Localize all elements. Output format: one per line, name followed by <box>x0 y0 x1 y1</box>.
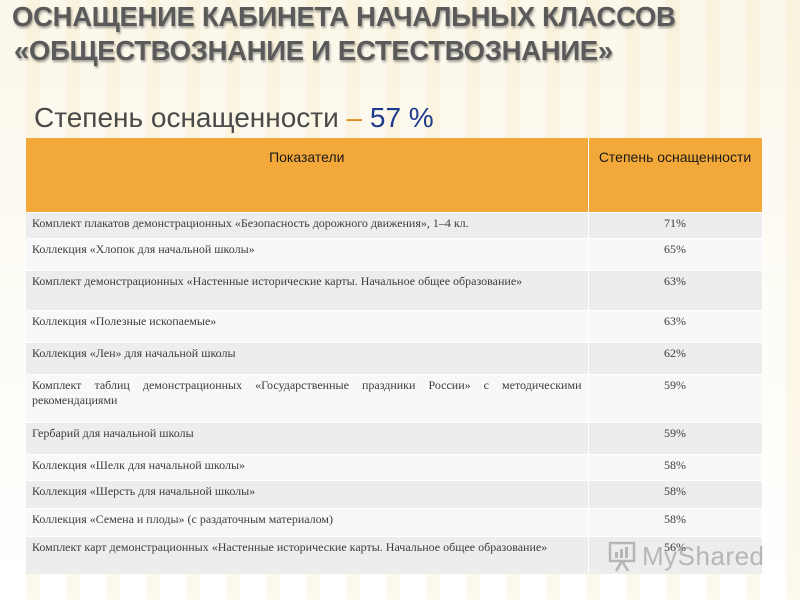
title-line-2: «обществознание и естествознание» <box>14 35 613 66</box>
equipment-table: Показатели Степень оснащенности Комплект… <box>26 138 762 574</box>
row-indicator: Коллекция «Хлопок для начальной школы» <box>26 238 589 271</box>
table-row: Комплект демонстрационных «Настенные ист… <box>26 270 762 311</box>
row-equipment-level: 58% <box>588 480 762 509</box>
equipment-level-label: Степень оснащенности <box>34 102 339 133</box>
row-equipment-level: 59% <box>588 374 762 423</box>
header-equipment-level: Степень оснащенности <box>588 138 762 213</box>
slide-title: Оснащение кабинета начальных классов «об… <box>12 0 792 68</box>
row-indicator: Коллекция «Полезные ископаемые» <box>26 310 589 343</box>
row-indicator: Коллекция «Шерсть для начальной школы» <box>26 480 589 509</box>
row-indicator: Комплект карт демонстрационных «Настенны… <box>26 536 589 574</box>
row-equipment-level: 71% <box>588 212 762 239</box>
equipment-level-heading: Степень оснащенности – 57 % <box>34 100 434 136</box>
watermark-text: MyShared <box>642 540 765 571</box>
table-row: Комплект таблиц демонстрационных «Госуда… <box>26 374 762 423</box>
equipment-level-dash: – <box>346 102 363 133</box>
row-indicator: Коллекция «Лен» для начальной школы <box>26 342 589 375</box>
row-indicator: Комплект демонстрационных «Настенные ист… <box>26 270 589 311</box>
row-indicator: Гербарий для начальной школы <box>26 422 589 455</box>
row-equipment-level: 59% <box>588 422 762 455</box>
row-indicator: Комплект плакатов демонстрационных «Безо… <box>26 212 589 239</box>
table-row: Гербарий для начальной школы 59% <box>26 422 762 455</box>
equipment-level-value: 57 % <box>369 102 434 133</box>
table-row: Коллекция «Лен» для начальной школы 62% <box>26 342 762 375</box>
table-row: Комплект плакатов демонстрационных «Безо… <box>26 212 762 239</box>
table-body: Комплект плакатов демонстрационных «Безо… <box>26 212 762 574</box>
presentation-board-icon <box>608 541 636 572</box>
title-line-1: Оснащение кабинета начальных классов <box>12 1 676 32</box>
table-header-row: Показатели Степень оснащенности <box>26 138 762 213</box>
table-row: Коллекция «Шерсть для начальной школы» 58… <box>26 480 762 509</box>
table-row: Коллекция «Полезные ископаемые» 63% <box>26 310 762 343</box>
row-indicator: Коллекция «Семена и плоды» (с раздаточны… <box>26 508 589 537</box>
table-row: Коллекция «Хлопок для начальной школы» 65… <box>26 238 762 271</box>
row-indicator: Комплект таблиц демонстрационных «Госуда… <box>26 374 589 423</box>
row-equipment-level: 63% <box>588 270 762 311</box>
equipment-table-container: Показатели Степень оснащенности Комплект… <box>26 138 762 574</box>
table-row: Комплект карт демонстрационных «Настенны… <box>26 536 762 574</box>
table-row: Коллекция «Шелк для начальной школы» 58% <box>26 454 762 481</box>
table-row: Коллекция «Семена и плоды» (с раздаточны… <box>26 508 762 537</box>
row-equipment-level: 62% <box>588 342 762 375</box>
row-equipment-level: 63% <box>588 310 762 343</box>
header-indicators: Показатели <box>26 138 589 213</box>
row-equipment-level: 65% <box>588 238 762 271</box>
watermark: MyShared <box>606 538 765 574</box>
row-equipment-level: 58% <box>588 508 762 537</box>
row-equipment-level: 58% <box>588 454 762 481</box>
row-indicator: Коллекция «Шелк для начальной школы» <box>26 454 589 481</box>
